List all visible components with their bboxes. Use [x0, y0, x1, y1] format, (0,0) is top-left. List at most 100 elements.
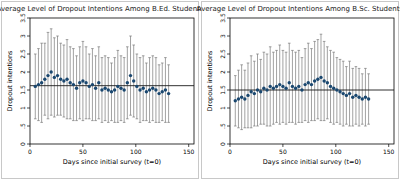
error-bar-cap — [272, 52, 275, 53]
point — [132, 79, 135, 82]
error-bar — [151, 56, 154, 121]
x-tick — [135, 144, 136, 147]
point — [294, 87, 297, 90]
error-bar-cap — [288, 43, 291, 44]
error-bar-cap — [104, 120, 107, 121]
error-bar-cap — [244, 127, 247, 128]
error-bar-cap — [304, 120, 307, 121]
error-bar — [155, 58, 158, 123]
error-bar-cap — [136, 118, 139, 119]
error-bar-cap — [263, 124, 266, 125]
plot-marks — [30, 29, 194, 123]
error-bar — [44, 43, 47, 115]
error-bar-cap — [272, 124, 275, 125]
error-bar — [123, 58, 126, 123]
error-bar-cap — [75, 55, 78, 56]
error-bar-cap — [244, 70, 247, 71]
error-bar-cap — [126, 46, 129, 47]
point — [354, 94, 357, 97]
error-bar-cap — [266, 126, 269, 127]
point — [88, 85, 91, 88]
error-bar-cap — [310, 48, 313, 49]
error-bar — [304, 49, 307, 121]
error-bar — [164, 58, 167, 123]
error-bar-cap — [59, 43, 62, 44]
title: Average Level of Dropout Intentions Amon… — [197, 5, 400, 13]
point — [256, 88, 259, 91]
error-bar — [307, 43, 310, 122]
error-bar-cap — [250, 55, 253, 56]
error-bar-cap — [367, 73, 370, 74]
point — [345, 94, 348, 97]
error-bar-cap — [136, 54, 139, 55]
error-bar-cap — [107, 122, 110, 123]
point — [351, 96, 354, 99]
point — [234, 99, 237, 102]
error-bar-cap — [307, 122, 310, 123]
error-bar-cap — [263, 52, 266, 53]
point — [91, 83, 94, 86]
point — [161, 90, 164, 93]
error-bar-cap — [285, 124, 288, 125]
error-bar-cap — [78, 118, 81, 119]
error-bar — [85, 47, 88, 119]
y-tick — [227, 90, 230, 91]
point — [119, 87, 122, 90]
error-bar-cap — [355, 66, 358, 67]
y-tick-label: 3 — [19, 34, 26, 38]
error-bar-cap — [275, 50, 278, 51]
error-bar — [256, 54, 259, 126]
x-tick — [282, 144, 283, 147]
error-bar — [158, 65, 161, 123]
error-bar-cap — [37, 48, 40, 49]
point — [164, 88, 167, 91]
error-bar — [361, 74, 364, 124]
error-bar — [282, 50, 285, 122]
error-bar-cap — [91, 48, 94, 49]
point — [322, 79, 325, 82]
point — [62, 79, 65, 82]
error-bar — [167, 65, 170, 123]
error-bar-cap — [63, 45, 66, 46]
error-bar — [132, 45, 135, 117]
error-bar-cap — [301, 57, 304, 58]
error-bar-cap — [132, 45, 135, 46]
error-bar — [301, 58, 304, 123]
point — [103, 87, 106, 90]
error-bar-cap — [69, 118, 72, 119]
point — [43, 78, 46, 81]
plot-frame — [230, 18, 394, 144]
error-bar — [336, 58, 339, 123]
error-bar — [351, 68, 354, 126]
point — [81, 79, 84, 82]
error-bar-cap — [126, 118, 129, 119]
error-bar-cap — [348, 61, 351, 62]
error-bar-cap — [326, 46, 329, 47]
point — [284, 87, 287, 90]
error-bar-cap — [304, 48, 307, 49]
point — [310, 83, 313, 86]
point — [326, 81, 329, 84]
point — [145, 90, 148, 93]
error-bar-cap — [345, 66, 348, 67]
error-bar-cap — [94, 55, 97, 56]
error-bar-cap — [256, 126, 259, 127]
error-bar-cap — [339, 124, 342, 125]
error-bar — [291, 50, 294, 122]
point — [348, 92, 351, 95]
error-bar — [240, 65, 243, 130]
y-tick-label: .5 — [219, 123, 226, 129]
point — [142, 87, 145, 90]
x-axis-title: Days since initial survey (t=0) — [263, 158, 361, 166]
error-bar-cap — [101, 122, 104, 123]
error-bar — [342, 61, 345, 126]
error-bar — [259, 59, 262, 124]
error-bar — [148, 58, 151, 123]
error-bar-cap — [75, 120, 78, 121]
error-bar — [294, 52, 297, 124]
point — [122, 88, 125, 91]
error-bar — [234, 76, 237, 126]
y-tick — [227, 108, 230, 109]
error-bar-cap — [66, 39, 69, 40]
error-bar-cap — [234, 126, 237, 127]
